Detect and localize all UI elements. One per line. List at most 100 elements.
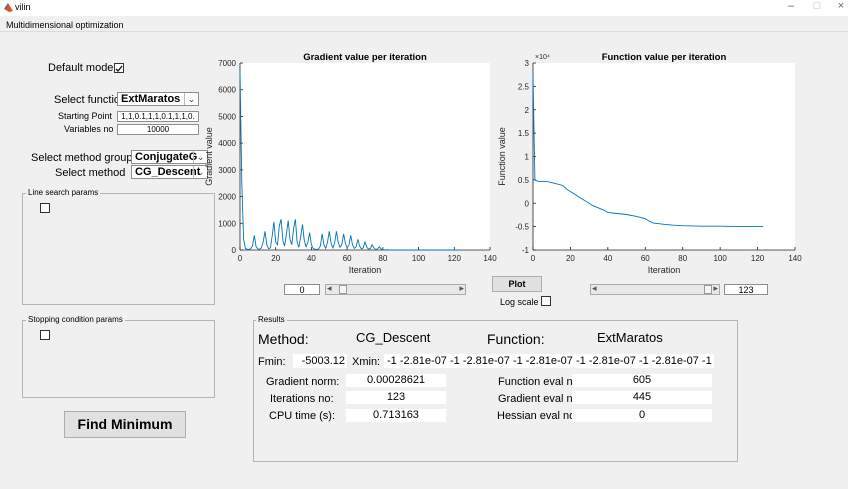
x-tick-label: 140: [483, 254, 497, 263]
y-tick-label: 3: [525, 59, 530, 68]
y-axis-label: Gradient value: [204, 127, 214, 186]
y-tick-label: 1.5: [518, 129, 530, 138]
y-tick-label: 0.5: [518, 176, 530, 185]
gradient-chart: 0 20 40 60 80 100 120 140 0 1000 2000 3000 4000 5000 6…: [204, 52, 497, 275]
series-line: [532, 74, 764, 228]
arrow-right-icon[interactable]: ▸: [459, 283, 464, 293]
log-scale-label: Log scale: [500, 297, 539, 307]
minimize-button[interactable]: –: [787, 0, 795, 12]
find-minimum-button[interactable]: Find Minimum: [64, 411, 186, 438]
chart-title: Gradient value per iteration: [303, 52, 427, 63]
method-result-label: Method:: [258, 331, 309, 347]
arrow-left-icon[interactable]: ◂: [592, 283, 597, 293]
line-search-group: [22, 193, 215, 305]
check-icon: [115, 65, 123, 72]
plot-area: [240, 63, 490, 250]
y-tick-label: 4000: [218, 139, 236, 148]
function-chart: 0 20 40 60 80 100 120 140 -1 -0.5 0 0.5 1 1.5 2 2.5 3 Fun…: [497, 52, 802, 275]
y-tick-label: 2000: [218, 193, 236, 202]
iterations-value: 123: [346, 391, 446, 404]
matlab-icon: [4, 3, 13, 12]
slider-thumb[interactable]: [704, 285, 712, 294]
arrow-right-icon[interactable]: ▸: [713, 283, 718, 293]
chevron-down-icon: ⌄: [184, 93, 198, 105]
x-tick-label: 120: [751, 254, 765, 263]
window-title: vilin: [15, 2, 31, 12]
hessian-eval-label: Hessian eval no:: [497, 410, 579, 422]
x-tick-label: 40: [307, 254, 316, 263]
function-result-label: Function:: [487, 331, 545, 347]
default-mode-label: Default mode:: [48, 62, 117, 74]
chart-title: Function value per iteration: [602, 52, 727, 63]
y-tick-label: 0: [232, 246, 237, 255]
title-bar: vilin – □ ×: [0, 0, 848, 16]
x-axis-label: Iteration: [349, 265, 382, 275]
y-tick-label: 5000: [218, 112, 236, 121]
cpu-time-label: CPU time (s):: [269, 410, 335, 422]
right-slider-value-input[interactable]: 123: [724, 284, 768, 295]
maximize-button[interactable]: □: [813, 0, 821, 12]
method-dropdown[interactable]: CG_Descent ⌄: [131, 165, 208, 179]
method-group-value: ConjugateGr...: [135, 151, 197, 163]
close-button[interactable]: ×: [837, 0, 845, 12]
x-tick-label: 140: [788, 254, 802, 263]
default-mode-checkbox[interactable]: [114, 63, 124, 73]
function-eval-value: 605: [572, 374, 712, 387]
x-axis-label: Iteration: [648, 265, 681, 275]
x-tick-label: 120: [448, 254, 462, 263]
select-function-value: ExtMaratos: [121, 93, 181, 105]
function-result-value: ExtMaratos: [597, 330, 663, 345]
slider-thumb[interactable]: [339, 285, 347, 294]
x-tick-label: 0: [238, 254, 243, 263]
variables-label: Variables no: [64, 124, 114, 134]
variables-input[interactable]: 10000: [117, 124, 199, 135]
select-function-dropdown[interactable]: ExtMaratos ⌄: [117, 92, 199, 106]
y-tick-label: 3000: [218, 166, 236, 175]
starting-point-label: Starting Point: [58, 111, 113, 121]
gradient-eval-value: 445: [572, 391, 712, 404]
plot-button[interactable]: Plot: [492, 276, 542, 292]
figure-menu-title: Multidimensional optimization: [6, 20, 124, 30]
arrow-left-icon[interactable]: ◂: [327, 283, 332, 293]
x-tick-label: 60: [343, 254, 352, 263]
y-tick-label: 6000: [218, 86, 236, 95]
y-tick-label: 2: [525, 106, 530, 115]
gradient-norm-label: Gradient norm:: [266, 376, 340, 388]
method-group-dropdown[interactable]: ConjugateGr... ⌄: [131, 150, 208, 164]
select-function-label: Select function: [54, 94, 127, 106]
method-result-value: CG_Descent: [356, 330, 431, 345]
x-tick-label: 20: [566, 254, 575, 263]
results-label: Results: [256, 315, 287, 324]
y-tick-label: -1: [522, 246, 530, 255]
hessian-eval-value: 0: [572, 409, 712, 422]
chevron-down-icon: ⌄: [193, 166, 207, 178]
chevron-down-icon: ⌄: [193, 151, 207, 163]
method-group-label: Select method group: [31, 152, 133, 164]
right-iteration-slider[interactable]: ◂ ▸: [590, 283, 720, 295]
y-multiplier-label: ×10⁴: [535, 54, 550, 61]
stopping-condition-checkbox[interactable]: [40, 330, 50, 340]
log-scale-checkbox[interactable]: [541, 296, 551, 306]
cpu-time-value: 0.713163: [346, 409, 446, 422]
method-value: CG_Descent: [135, 166, 201, 178]
fmin-value: -5003.12: [293, 354, 347, 368]
y-tick-label: 1000: [218, 219, 236, 228]
results-group: [253, 320, 738, 462]
x-tick-label: 60: [641, 254, 650, 263]
left-slider-value-input[interactable]: 0: [284, 284, 320, 295]
xmin-value: -1 -2.81e-07 -1 -2.81e-07 -1 -2.81e-07 -…: [384, 354, 714, 368]
plot-area: [533, 63, 795, 250]
gradient-eval-label: Gradient eval no:: [498, 393, 582, 405]
left-iteration-slider[interactable]: ◂ ▸: [325, 283, 466, 295]
method-label: Select method: [55, 167, 126, 179]
x-tick-label: 100: [412, 254, 426, 263]
starting-point-input[interactable]: 1,1,0.1,1,1,0.1,1,1,0.: [117, 111, 199, 122]
y-tick-label: 2.5: [518, 82, 530, 91]
xmin-label: Xmin:: [352, 356, 381, 368]
stopping-condition-label: Stopping condition params: [26, 315, 125, 324]
line-search-checkbox[interactable]: [40, 203, 50, 213]
x-tick-label: 80: [378, 254, 387, 263]
x-tick-label: 100: [713, 254, 727, 263]
x-tick-label: 40: [603, 254, 612, 263]
y-tick-label: 0: [525, 199, 530, 208]
